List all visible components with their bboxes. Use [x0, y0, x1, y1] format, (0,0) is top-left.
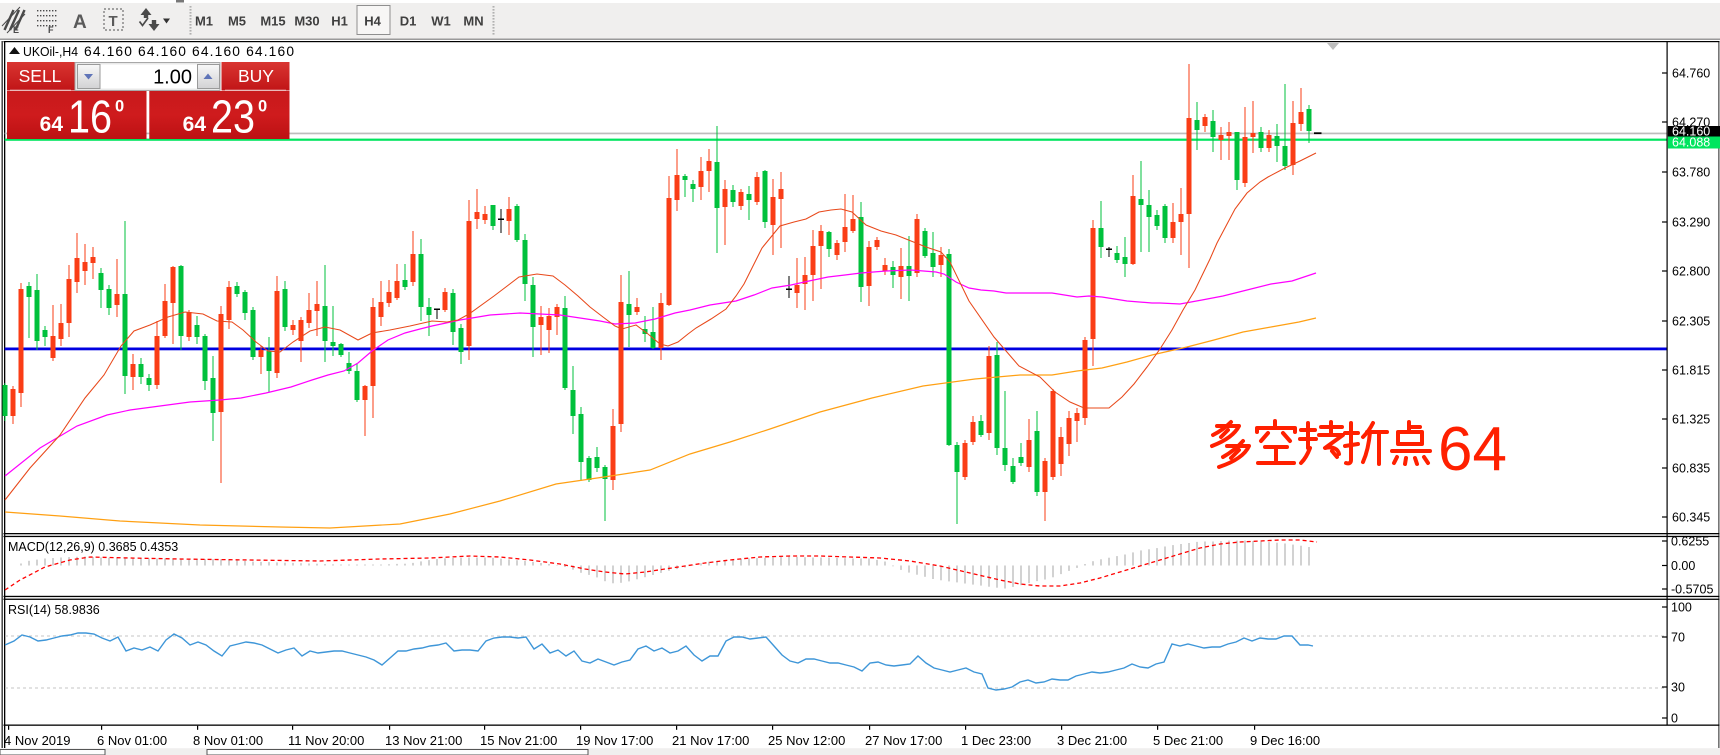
svg-text:1 Dec 23:00: 1 Dec 23:00 — [961, 733, 1031, 748]
svg-text:63.290: 63.290 — [1672, 216, 1710, 230]
svg-text:MN: MN — [463, 14, 483, 29]
svg-text:21 Nov 17:00: 21 Nov 17:00 — [672, 733, 749, 748]
svg-text:30: 30 — [1671, 681, 1685, 695]
svg-text:60.835: 60.835 — [1672, 462, 1710, 476]
svg-text:1.00: 1.00 — [153, 67, 192, 89]
svg-text:-0.5705: -0.5705 — [1671, 583, 1713, 597]
svg-text:64.760: 64.760 — [1672, 67, 1710, 81]
svg-text:RSI(14) 58.9836: RSI(14) 58.9836 — [8, 603, 100, 617]
svg-text:64.160 64.160 64.160 64.160: 64.160 64.160 64.160 64.160 — [84, 44, 294, 59]
svg-text:4 Nov 2019: 4 Nov 2019 — [4, 733, 71, 748]
svg-text:M15: M15 — [260, 14, 285, 29]
svg-text:0.00: 0.00 — [1671, 559, 1695, 573]
svg-text:0.6255: 0.6255 — [1671, 535, 1709, 549]
svg-text:W1: W1 — [431, 14, 451, 29]
svg-text:13 Nov 21:00: 13 Nov 21:00 — [385, 733, 462, 748]
svg-text:63.780: 63.780 — [1672, 166, 1710, 180]
svg-text:70: 70 — [1671, 631, 1685, 645]
svg-text:61.815: 61.815 — [1672, 364, 1710, 378]
svg-text:11 Nov 20:00: 11 Nov 20:00 — [288, 733, 364, 748]
svg-text:D1: D1 — [400, 14, 417, 29]
svg-text:19 Nov 17:00: 19 Nov 17:00 — [576, 733, 653, 748]
svg-text:UKOil-,H4: UKOil-,H4 — [23, 44, 78, 59]
svg-text:60.345: 60.345 — [1672, 511, 1710, 525]
svg-text:SELL: SELL — [19, 66, 62, 86]
svg-text:MACD(12,26,9) 0.3685 0.4353: MACD(12,26,9) 0.3685 0.4353 — [8, 540, 178, 554]
svg-text:25 Nov 12:00: 25 Nov 12:00 — [768, 733, 845, 748]
svg-text:0: 0 — [258, 98, 267, 116]
svg-text:8 Nov 01:00: 8 Nov 01:00 — [193, 733, 263, 748]
svg-text:5 Dec 21:00: 5 Dec 21:00 — [1153, 733, 1223, 748]
svg-text:M5: M5 — [228, 14, 246, 29]
svg-text:F: F — [48, 25, 54, 35]
svg-text:0: 0 — [115, 98, 124, 116]
svg-text:M30: M30 — [294, 14, 319, 29]
svg-text:64.088: 64.088 — [1672, 135, 1710, 149]
svg-text:E: E — [13, 25, 19, 35]
svg-text:M1: M1 — [195, 14, 213, 29]
svg-text:64: 64 — [183, 113, 207, 136]
svg-text:64.160: 64.160 — [1672, 124, 1710, 138]
svg-text:62.800: 62.800 — [1672, 265, 1710, 279]
svg-text:16: 16 — [68, 91, 112, 143]
svg-text:27 Nov 17:00: 27 Nov 17:00 — [865, 733, 942, 748]
svg-text:61.325: 61.325 — [1672, 413, 1710, 427]
svg-text:64: 64 — [40, 113, 64, 136]
svg-text:A: A — [73, 12, 87, 33]
svg-text:H1: H1 — [331, 14, 348, 29]
svg-text:T: T — [109, 13, 118, 30]
svg-text:15 Nov 21:00: 15 Nov 21:00 — [480, 733, 557, 748]
svg-text:BUY: BUY — [238, 66, 274, 86]
svg-text:100: 100 — [1671, 601, 1692, 615]
svg-text:0: 0 — [1671, 712, 1678, 726]
svg-text:9 Dec 16:00: 9 Dec 16:00 — [1250, 733, 1320, 748]
svg-text:62.305: 62.305 — [1672, 315, 1710, 329]
svg-text:6 Nov 01:00: 6 Nov 01:00 — [97, 733, 167, 748]
svg-text:64: 64 — [1438, 415, 1507, 484]
svg-text:H4: H4 — [364, 14, 381, 29]
svg-text:3 Dec 21:00: 3 Dec 21:00 — [1057, 733, 1127, 748]
svg-text:23: 23 — [211, 91, 255, 143]
